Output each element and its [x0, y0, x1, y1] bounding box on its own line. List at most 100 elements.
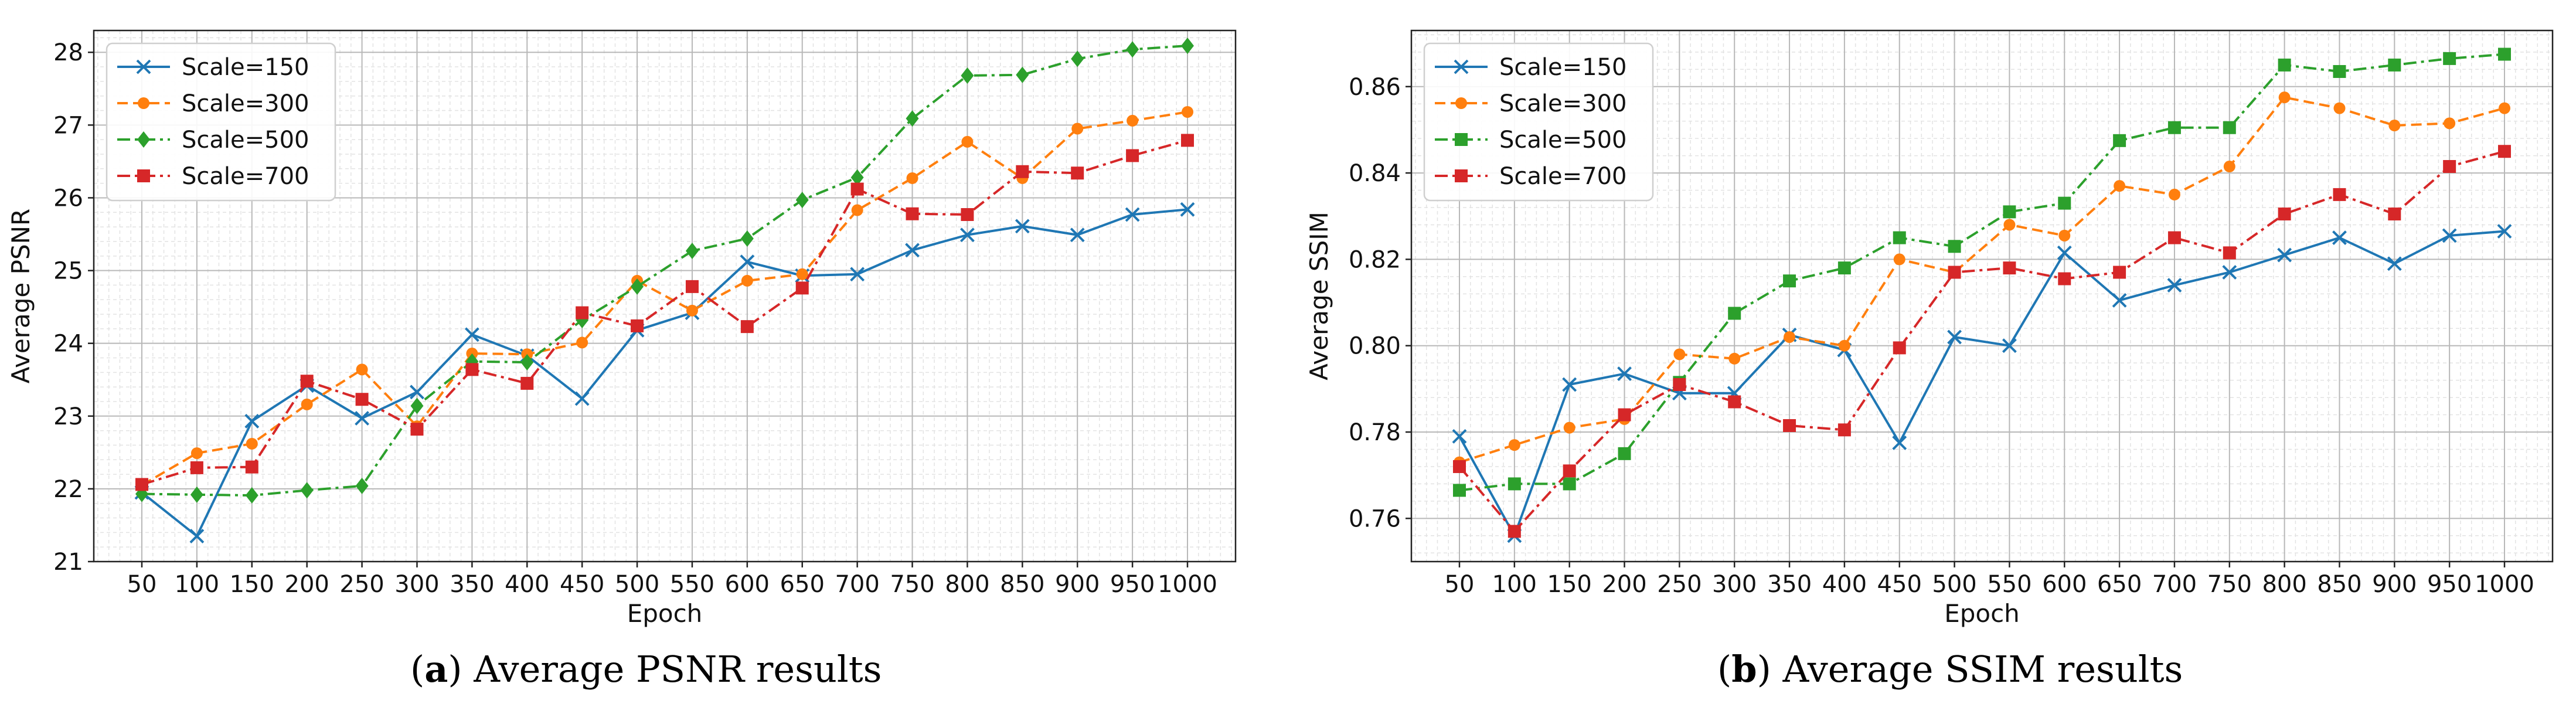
data-point: [906, 172, 918, 184]
x-tick-label: 350: [450, 571, 494, 598]
x-tick-label: 350: [1767, 571, 1812, 598]
x-tick-label: 50: [1445, 571, 1475, 598]
data-point: [2442, 228, 2457, 243]
data-point: [796, 268, 808, 280]
series-line: [1459, 96, 2505, 464]
data-point: [135, 478, 148, 491]
legend-label: Scale=700: [1499, 163, 1626, 190]
data-point: [906, 207, 919, 220]
x-tick-label: 700: [2152, 571, 2197, 598]
data-point: [1508, 525, 1521, 538]
data-point: [1728, 352, 1741, 365]
x-tick-label: 800: [945, 571, 989, 598]
legend-marker-b: [136, 59, 151, 74]
data-point: [301, 398, 313, 410]
data-point-b: [2387, 256, 2402, 271]
y-axis-label: Average PSNR: [6, 209, 35, 383]
data-point: [410, 423, 424, 436]
legend-marker: [136, 59, 151, 74]
data-point: [1071, 123, 1084, 135]
x-tick-label: 750: [890, 571, 934, 598]
x-tick-label: 400: [1822, 571, 1867, 598]
data-point-b: [2497, 224, 2512, 239]
data-point-b: [2167, 278, 2182, 293]
y-tick-label: 0.76: [1349, 505, 1401, 532]
y-tick-label: 0.84: [1349, 160, 1401, 187]
data-point: [960, 227, 975, 243]
data-point: [850, 267, 865, 282]
series-scale-500: [1453, 47, 2511, 497]
x-tick-label: 600: [725, 571, 770, 598]
data-point: [246, 437, 258, 450]
data-point-b: [1617, 366, 1632, 381]
data-point: [1893, 253, 1905, 266]
data-point-b: [1452, 429, 1467, 444]
data-point: [1948, 240, 1961, 253]
data-point-b: [2112, 293, 2127, 308]
data-point-b: [2442, 228, 2457, 243]
data-point: [1617, 366, 1632, 381]
data-point: [2443, 52, 2456, 65]
data-point: [961, 135, 974, 148]
legend-box: [1423, 42, 1654, 202]
data-point: [2278, 91, 2291, 104]
data-point: [189, 529, 205, 543]
data-point: [2223, 161, 2235, 173]
series-scale-700: [135, 134, 1194, 491]
data-point: [2113, 266, 2126, 279]
x-tick-label: 950: [2427, 571, 2472, 598]
data-point-b: [1070, 227, 1085, 243]
data-point: [2113, 134, 2126, 147]
data-point: [300, 482, 314, 499]
data-point: [2497, 224, 2512, 239]
data-point: [795, 281, 809, 295]
data-point: [1783, 419, 1796, 432]
data-point: [1453, 484, 1466, 497]
data-point: [410, 397, 424, 414]
legend-marker: [1455, 133, 1468, 146]
data-point: [2333, 102, 2346, 114]
data-point: [1015, 219, 1030, 234]
x-tick-label: 550: [1987, 571, 2031, 598]
data-point-b: [244, 414, 260, 429]
data-point: [2003, 261, 2016, 275]
x-tick-label: 250: [339, 571, 384, 598]
data-point: [1126, 41, 1139, 58]
data-point-b: [410, 385, 424, 400]
x-tick-label: 900: [2372, 571, 2417, 598]
data-point-b: [1562, 377, 1577, 392]
legend-marker: [137, 131, 150, 148]
data-point: [740, 320, 754, 334]
data-point: [2114, 180, 2126, 192]
series-scale-300: [136, 106, 1193, 491]
data-point-b: [2277, 247, 2292, 263]
y-tick-label: 0.86: [1349, 74, 1401, 101]
x-tick-label: 700: [835, 571, 879, 598]
data-point-b: [1180, 202, 1195, 217]
data-point: [1508, 439, 1520, 451]
data-point: [740, 230, 754, 247]
data-point: [1071, 50, 1084, 67]
plot-frame: [93, 29, 1237, 563]
data-point: [1892, 436, 1907, 450]
y-tick-label: 0.82: [1349, 246, 1401, 273]
series-line: [1458, 230, 2505, 537]
x-axis-label: Epoch: [627, 599, 703, 628]
x-tick-label: 850: [1000, 571, 1044, 598]
legend-label: Scale=500: [182, 127, 309, 154]
data-point: [576, 306, 589, 319]
y-tick-label: 23: [53, 403, 83, 430]
y-axis-label: Average SSIM: [1305, 212, 1333, 380]
data-point-b: [2332, 230, 2347, 245]
data-point: [2498, 47, 2511, 61]
data-point: [1562, 377, 1577, 392]
data-point: [2003, 219, 2016, 231]
data-point: [2443, 160, 2456, 174]
legend: Scale=150 Scale=300 Scale=500 Scale=700: [1423, 42, 1654, 202]
data-point-b: [2222, 265, 2237, 280]
data-point: [2387, 256, 2402, 271]
data-point: [1071, 166, 1084, 180]
data-point: [190, 447, 203, 460]
data-point: [355, 411, 369, 426]
data-point: [520, 353, 534, 370]
